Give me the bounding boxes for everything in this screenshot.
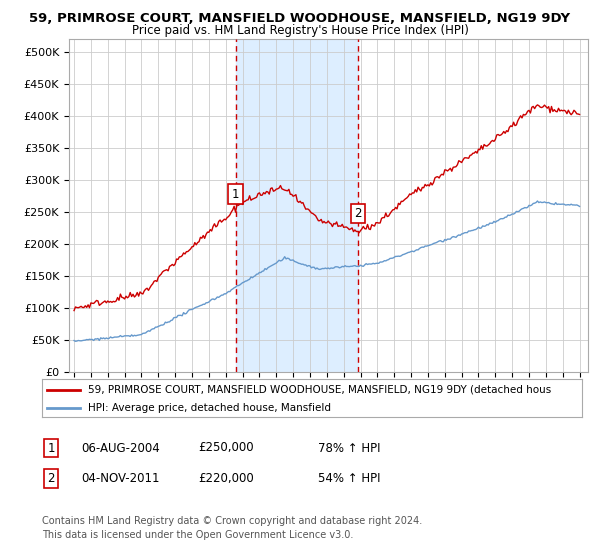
Text: HPI: Average price, detached house, Mansfield: HPI: Average price, detached house, Mans… bbox=[88, 403, 331, 413]
Text: £250,000: £250,000 bbox=[198, 441, 254, 455]
Text: 2: 2 bbox=[47, 472, 55, 486]
Text: 04-NOV-2011: 04-NOV-2011 bbox=[81, 472, 160, 486]
Text: 54% ↑ HPI: 54% ↑ HPI bbox=[318, 472, 380, 486]
Text: £220,000: £220,000 bbox=[198, 472, 254, 486]
Text: 1: 1 bbox=[47, 441, 55, 455]
Text: 59, PRIMROSE COURT, MANSFIELD WOODHOUSE, MANSFIELD, NG19 9DY: 59, PRIMROSE COURT, MANSFIELD WOODHOUSE,… bbox=[29, 12, 571, 25]
Text: This data is licensed under the Open Government Licence v3.0.: This data is licensed under the Open Gov… bbox=[42, 530, 353, 540]
Text: 59, PRIMROSE COURT, MANSFIELD WOODHOUSE, MANSFIELD, NG19 9DY (detached hous: 59, PRIMROSE COURT, MANSFIELD WOODHOUSE,… bbox=[88, 385, 551, 395]
Text: 06-AUG-2004: 06-AUG-2004 bbox=[81, 441, 160, 455]
Text: Price paid vs. HM Land Registry's House Price Index (HPI): Price paid vs. HM Land Registry's House … bbox=[131, 24, 469, 36]
Text: 1: 1 bbox=[232, 188, 239, 200]
Text: 2: 2 bbox=[354, 207, 361, 220]
Text: Contains HM Land Registry data © Crown copyright and database right 2024.: Contains HM Land Registry data © Crown c… bbox=[42, 516, 422, 526]
Text: 78% ↑ HPI: 78% ↑ HPI bbox=[318, 441, 380, 455]
Bar bbox=[236, 39, 358, 372]
